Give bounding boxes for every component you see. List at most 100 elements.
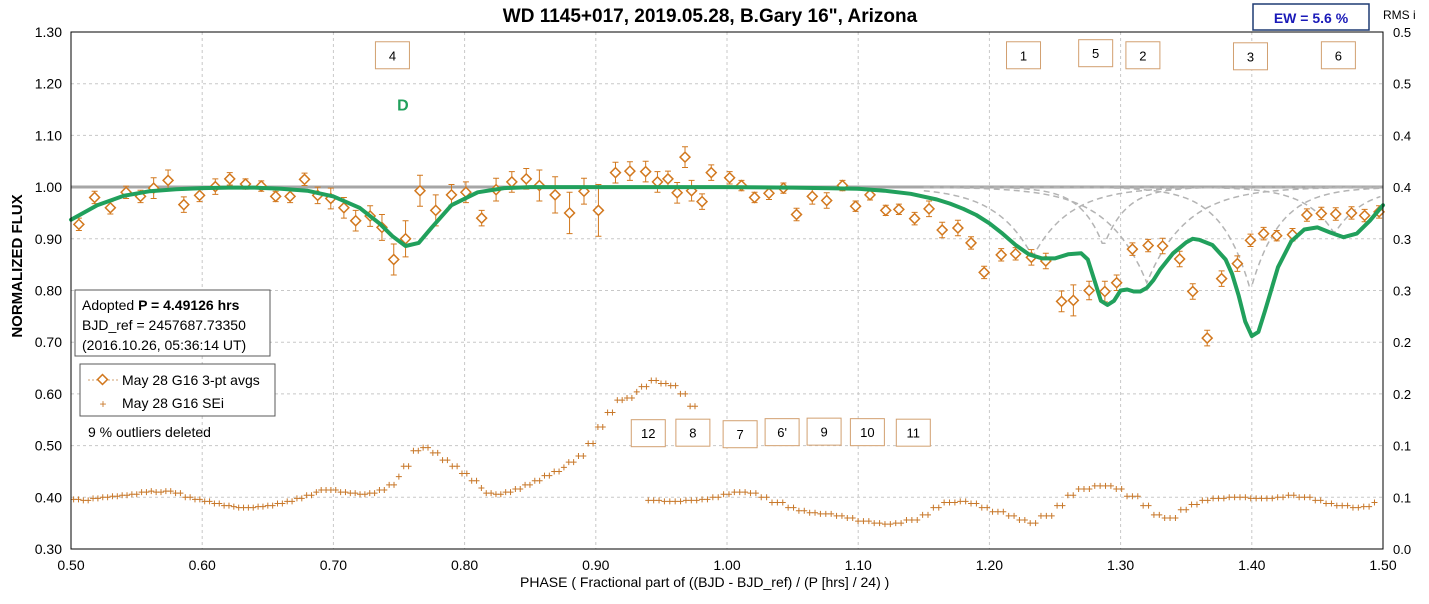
sei-point xyxy=(250,504,257,511)
sei-point xyxy=(833,512,840,519)
sei-point xyxy=(148,488,155,495)
y-tick-label: 0.50 xyxy=(35,438,62,454)
y-tick-label: 1.20 xyxy=(35,76,62,92)
sei-point xyxy=(747,490,754,497)
avg-point xyxy=(820,194,833,207)
sei-point xyxy=(951,499,958,506)
sei-point xyxy=(715,494,722,501)
sei-point xyxy=(580,452,587,459)
avg-point xyxy=(349,214,362,227)
legend: May 28 G16 3-pt avgs + May 28 G16 SEi xyxy=(79,363,276,417)
sei-point xyxy=(1220,495,1227,502)
annotation-label: 7 xyxy=(737,427,744,442)
annotation-box xyxy=(722,420,758,449)
sei-point xyxy=(536,477,543,484)
sei-point xyxy=(1037,512,1044,519)
y2-tick-label: 0.5 xyxy=(1393,77,1411,92)
sei-point xyxy=(881,521,888,528)
sei-point xyxy=(682,390,689,397)
sei-point xyxy=(1107,482,1114,489)
sei-point xyxy=(517,486,524,493)
sei-point xyxy=(1339,502,1346,509)
avg-point xyxy=(705,166,718,179)
sei-point xyxy=(1306,494,1313,501)
sei-point xyxy=(570,459,577,466)
annotation-box xyxy=(675,418,711,447)
sei-point xyxy=(672,498,679,505)
sei-point xyxy=(94,495,101,502)
sei-point xyxy=(633,388,640,395)
sei-point xyxy=(85,497,92,504)
avg-point xyxy=(223,172,236,185)
sei-point xyxy=(143,489,150,496)
sei-point xyxy=(269,502,276,509)
avg-point xyxy=(892,203,905,216)
avg-point xyxy=(1201,332,1214,345)
avg-point xyxy=(1126,243,1139,256)
sei-point xyxy=(133,491,140,498)
y-tick-label: 1.30 xyxy=(35,24,62,40)
sei-point xyxy=(478,484,485,491)
sei-point xyxy=(1236,494,1243,501)
sei-point xyxy=(332,487,339,494)
sei-point xyxy=(736,489,743,496)
sei-point xyxy=(1150,511,1157,518)
sei-point xyxy=(989,508,996,515)
sei-point xyxy=(1285,492,1292,499)
sei-point xyxy=(1247,495,1254,502)
sei-point xyxy=(704,496,711,503)
avg-point xyxy=(1142,239,1155,252)
info-line3: (2016.10.26, 05:36:14 UT) xyxy=(82,337,246,353)
avg-point xyxy=(863,188,877,201)
sei-point xyxy=(1328,500,1335,507)
grid-layer xyxy=(71,32,1383,549)
sei-point xyxy=(1333,502,1340,509)
sei-point xyxy=(196,496,203,503)
sei-point xyxy=(693,497,700,504)
y2-tick-label: 0.5 xyxy=(1393,25,1411,40)
sei-point xyxy=(1312,497,1319,504)
annotation-label: 4 xyxy=(389,48,396,63)
sei-point xyxy=(1258,495,1265,502)
sei-point xyxy=(1011,512,1018,519)
sei-point xyxy=(259,503,266,510)
sei-point xyxy=(1145,502,1152,509)
sei-point xyxy=(865,518,872,525)
sei-point xyxy=(599,423,606,430)
avg-point xyxy=(762,187,775,200)
annotation-label: 2 xyxy=(1139,48,1146,63)
sei-point xyxy=(914,517,921,524)
plot-frame xyxy=(70,31,1384,550)
sei-point xyxy=(763,494,770,501)
ew-box: EW = 5.6 % xyxy=(1252,3,1370,31)
sei-point xyxy=(546,472,553,479)
y2-tick-label: 0.4 xyxy=(1393,128,1411,143)
sei-point xyxy=(1355,504,1362,511)
sei-point xyxy=(822,510,829,517)
sei-point xyxy=(801,507,808,514)
sei-point xyxy=(1156,511,1163,518)
avg-point xyxy=(177,198,190,211)
fit-layer xyxy=(69,185,1385,338)
x-tick-label: 0.80 xyxy=(451,557,478,573)
sei-point xyxy=(497,491,504,498)
avg-point xyxy=(1358,209,1371,222)
component-dip-curve xyxy=(923,186,1381,256)
avg-point xyxy=(284,190,297,203)
avg-point xyxy=(1009,247,1022,260)
sei-point xyxy=(1242,494,1249,501)
y2-tick-label: 0.2 xyxy=(1393,387,1411,402)
legend-sei-marker: + xyxy=(99,397,106,411)
sei-point xyxy=(114,493,121,500)
sei-point xyxy=(1296,494,1303,501)
y-tick-label: 0.70 xyxy=(35,334,62,350)
annotation-label-D: D xyxy=(397,97,409,114)
sei-point xyxy=(1193,501,1200,508)
sei-point xyxy=(488,490,495,497)
annotation-box xyxy=(1320,41,1356,70)
annotation-label: 5 xyxy=(1092,46,1099,61)
sei-point xyxy=(946,499,953,506)
legend-avg-label: May 28 G16 3-pt avgs xyxy=(122,372,260,388)
sei-point xyxy=(1113,486,1120,493)
info-box: Adopted P = 4.49126 hrs BJD_ref = 245768… xyxy=(74,289,271,357)
